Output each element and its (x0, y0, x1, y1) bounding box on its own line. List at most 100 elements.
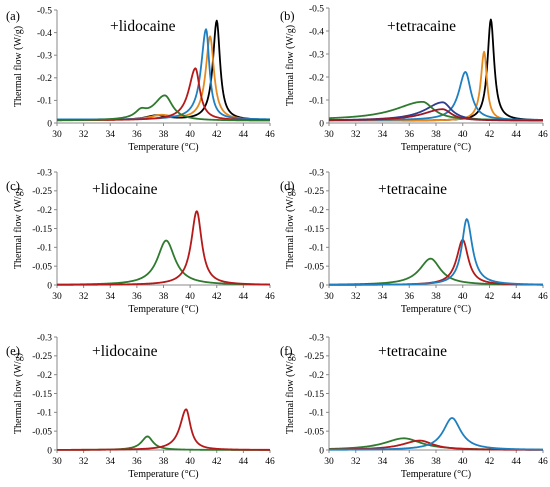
y-tick-label: -0.5 (37, 6, 52, 16)
x-tick-label: 32 (79, 292, 89, 302)
series-line-red (56, 67, 271, 122)
x-axis-label: Temperature (°C) (401, 469, 471, 480)
drug-annotation: +lidocaine (110, 18, 176, 35)
y-tick-label: -0.2 (309, 73, 324, 83)
y-tick-label: 0 (47, 281, 52, 291)
x-tick-label: 36 (405, 292, 415, 302)
y-tick-label: -0.1 (37, 409, 52, 419)
y-tick-label: -0.3 (37, 333, 52, 343)
x-tick-label: 44 (512, 292, 522, 302)
x-tick-label: 40 (185, 130, 195, 140)
panel-c: 0 -0.05 -0.1 -0.15 -0.2 -0.25 -0.3 30 32 34 36 38 40… (6, 168, 275, 315)
y-tick-label: -0.1 (309, 96, 324, 106)
series-line-orange (56, 35, 271, 122)
drug-annotation: +tetracaine (387, 18, 456, 35)
y-tick-label: -0.3 (309, 168, 324, 178)
x-tick-label: 30 (52, 292, 62, 302)
panel-f: 0 -0.05 -0.1 -0.15 -0.2 -0.25 -0.3 30 32 34 36 38 40… (280, 333, 548, 480)
x-axis-label: Temperature (°C) (128, 142, 198, 153)
x-tick-label: 44 (239, 130, 249, 140)
y-tick-label: -0.3 (309, 50, 324, 60)
x-tick-label: 38 (159, 292, 169, 302)
x-tick-label: 34 (378, 457, 388, 467)
x-tick-label: 34 (106, 457, 116, 467)
y-tick-label: 0 (47, 446, 52, 456)
series-line-green (56, 94, 271, 122)
x-tick-label: 46 (265, 457, 275, 467)
x-tick-label: 42 (212, 130, 222, 140)
x-tick-label: 36 (405, 457, 415, 467)
x-tick-label: 44 (239, 457, 249, 467)
panel-label: (d) (280, 179, 295, 193)
y-tick-label: -0.15 (32, 390, 52, 400)
panel-b: 0 -0.1 -0.2 -0.3 -0.4 -0.5 30 32 34 36 38 40 42 44 46 T… (280, 4, 548, 153)
drug-annotation: +tetracaine (378, 181, 447, 198)
x-tick-label: 44 (512, 457, 522, 467)
y-tick-label: -0.4 (309, 27, 324, 37)
series-line-green (56, 239, 271, 286)
series-line-red (56, 210, 271, 286)
series-line-green (328, 257, 544, 286)
y-tick-label: 0 (319, 446, 324, 456)
y-tick-label: -0.2 (37, 371, 52, 381)
panel-a: 0 -0.1 -0.2 -0.3 -0.4 -0.5 30 32 34 36 38 40 42 44 46 T… (6, 6, 275, 153)
y-axis-label: Thermal flow (W/g) (285, 353, 296, 434)
series-line-red (56, 408, 271, 451)
y-tick-label: 0 (47, 119, 52, 129)
x-tick-label: 34 (378, 292, 388, 302)
series-line-green (56, 435, 271, 451)
x-axis-label: Temperature (°C) (401, 142, 471, 153)
y-tick-label: -0.25 (32, 352, 52, 362)
x-axis-label: Temperature (°C) (128, 469, 198, 480)
y-tick-label: -0.3 (309, 333, 324, 343)
x-tick-label: 38 (159, 457, 169, 467)
panel-label: (a) (6, 9, 20, 23)
x-tick-label: 34 (378, 130, 388, 140)
panel-label: (b) (280, 9, 295, 23)
x-tick-label: 36 (132, 457, 142, 467)
x-tick-label: 42 (485, 130, 495, 140)
x-axis-label: Temperature (°C) (128, 304, 198, 315)
series-line-darkred (328, 108, 544, 122)
x-tick-label: 46 (538, 457, 548, 467)
x-tick-label: 32 (351, 130, 361, 140)
y-tick-label: 0 (319, 119, 324, 129)
x-tick-label: 42 (485, 292, 495, 302)
y-tick-label: 0 (319, 281, 324, 291)
x-tick-label: 30 (52, 130, 62, 140)
y-tick-label: -0.2 (309, 371, 324, 381)
x-tick-label: 38 (159, 130, 169, 140)
y-tick-label: -0.5 (309, 4, 324, 14)
y-tick-label: -0.05 (304, 427, 324, 437)
y-axis-label: Thermal flow (W/g) (13, 26, 24, 107)
x-tick-label: 46 (265, 130, 275, 140)
y-tick-label: -0.2 (37, 74, 52, 84)
x-tick-label: 40 (458, 130, 468, 140)
x-tick-label: 42 (485, 457, 495, 467)
x-tick-label: 32 (79, 130, 89, 140)
panel-e: 0 -0.05 -0.1 -0.15 -0.2 -0.25 -0.3 30 32 34 36 38 40… (6, 333, 275, 480)
x-tick-label: 32 (79, 457, 89, 467)
x-tick-label: 46 (538, 130, 548, 140)
x-tick-label: 32 (351, 292, 361, 302)
x-tick-label: 30 (324, 292, 334, 302)
x-tick-label: 44 (239, 292, 249, 302)
series-line-blue (328, 218, 544, 286)
x-tick-label: 46 (265, 292, 275, 302)
y-tick-label: -0.15 (304, 390, 324, 400)
x-tick-label: 30 (324, 130, 334, 140)
y-tick-label: -0.25 (32, 187, 52, 197)
x-tick-label: 42 (212, 292, 222, 302)
x-tick-label: 36 (132, 130, 142, 140)
panel-label: (f) (280, 344, 293, 358)
y-tick-label: -0.25 (304, 187, 324, 197)
y-axis-label: Thermal flow (W/g) (13, 353, 24, 434)
drug-annotation: +lidocaine (92, 343, 158, 360)
y-tick-label: -0.05 (32, 427, 52, 437)
y-tick-label: -0.15 (32, 225, 52, 235)
panel-label: (c) (6, 179, 20, 193)
drug-annotation: +lidocaine (92, 181, 158, 198)
x-tick-label: 30 (52, 457, 62, 467)
y-axis-label: Thermal flow (W/g) (285, 188, 296, 269)
y-tick-label: -0.1 (309, 409, 324, 419)
